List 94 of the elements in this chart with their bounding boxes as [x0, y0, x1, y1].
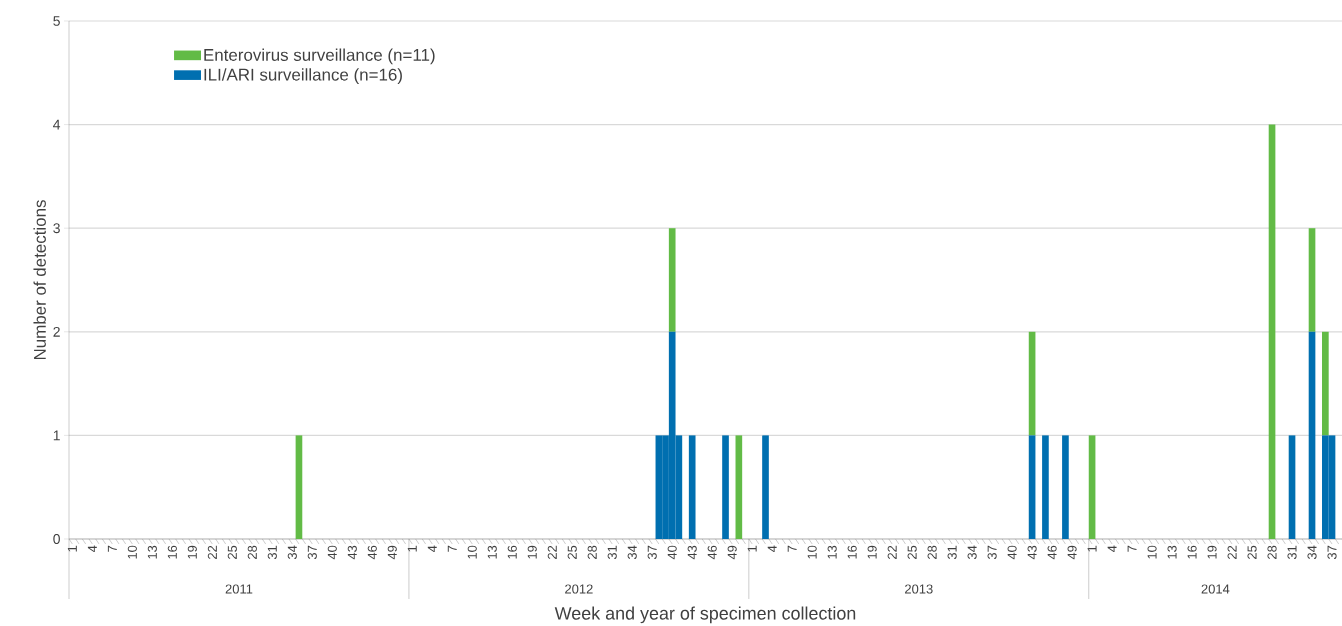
x-tick-label: 31 [267, 545, 277, 560]
bar [295, 435, 303, 539]
x-tick-label: 31 [607, 545, 617, 560]
x-tick-label: 49 [1067, 545, 1077, 560]
x-tick-label: 37 [987, 545, 997, 560]
x-tick-label: 19 [1207, 545, 1217, 559]
text: 2011 [225, 584, 253, 594]
bar [1028, 331, 1036, 436]
x-tick-label: 22 [207, 545, 217, 559]
x-tick-label: 7 [107, 545, 117, 552]
text: 2014 [1201, 584, 1230, 594]
x-tick-label: 28 [927, 545, 937, 559]
bar [722, 435, 729, 539]
x-tick-label: 28 [1267, 545, 1277, 559]
legend-label: ILI/ARI surveillance (n=16) [204, 68, 402, 85]
x-tick-label: 28 [587, 545, 597, 559]
x-tick-label: 7 [1127, 545, 1137, 552]
x-tick-label: 10 [467, 545, 477, 559]
y-tick-label: 5 [53, 16, 60, 26]
x-tick-label: 46 [707, 545, 717, 560]
x-tick-label: 1 [67, 545, 77, 552]
x-tick-label: 13 [487, 545, 497, 559]
x-tick-label: 25 [1247, 545, 1257, 559]
bar [1288, 435, 1296, 539]
text: 2013 [905, 584, 933, 594]
x-tick-label: 16 [167, 545, 177, 559]
x-tick-label: 43 [687, 545, 697, 560]
x-tick-label: 13 [147, 545, 157, 559]
x-tick-label: 28 [247, 545, 257, 559]
bar [1268, 124, 1276, 539]
x-tick-label: 34 [967, 545, 977, 560]
x-tick-label: 19 [187, 545, 197, 559]
x-tick-label: 46 [367, 545, 377, 560]
x-tick-label: 37 [647, 545, 657, 560]
bar [1308, 228, 1316, 332]
x-tick-label: 13 [1167, 545, 1177, 559]
x-tick-label: 49 [387, 545, 397, 560]
x-tick-label: 22 [1227, 545, 1237, 559]
y-tick-label: 0 [53, 534, 60, 544]
x-tick-label: 7 [787, 545, 797, 552]
x-tick-label: 19 [867, 545, 877, 559]
x-tick-label: 4 [1107, 545, 1117, 553]
x-tick-label: 46 [1047, 545, 1057, 560]
bar [1042, 435, 1049, 539]
x-tick-label: 31 [1287, 545, 1297, 560]
x-tick-label: 13 [827, 545, 837, 559]
x-tick-label: 1 [747, 545, 757, 552]
x-tick-label: 10 [1147, 545, 1157, 559]
x-tick-label: 22 [547, 545, 557, 559]
x-tick-label: 49 [727, 545, 737, 560]
bar [1062, 435, 1069, 539]
x-tick-label: 19 [527, 545, 537, 559]
y-tick-label: 2 [53, 326, 60, 337]
x-axis-title: Week and year of specimen collection [554, 606, 856, 624]
x-tick-label: 43 [1027, 545, 1037, 560]
x-tick-label: 22 [887, 545, 897, 559]
x-tick-label: 10 [807, 545, 817, 559]
y-tick-label: 1 [53, 430, 60, 441]
y-tick-label: 3 [53, 223, 60, 234]
x-tick-label: 4 [427, 545, 437, 553]
y-axis-title: Number of detections [33, 200, 46, 360]
x-tick-label: 4 [767, 545, 777, 553]
x-tick-label: 7 [447, 545, 457, 552]
x-tick-label: 31 [947, 545, 957, 560]
text: 2012 [565, 584, 593, 594]
bar [735, 435, 743, 539]
bar [1322, 331, 1329, 436]
legend-label: Enterovirus surveillance (n=11) [204, 48, 435, 65]
bar [1028, 435, 1036, 539]
x-tick-label: 10 [127, 545, 137, 559]
x-tick-label: 25 [227, 545, 237, 559]
x-tick-label: 25 [567, 545, 577, 559]
x-tick-label: 43 [347, 545, 357, 560]
x-tick-label: 1 [1087, 545, 1097, 552]
x-tick-label: 40 [327, 545, 337, 560]
bar [1308, 331, 1316, 539]
x-tick-label: 40 [1007, 545, 1017, 560]
x-tick-label: 1 [407, 545, 417, 552]
x-tick-label: 37 [1327, 545, 1337, 560]
bar [762, 435, 769, 539]
bar [668, 228, 676, 332]
x-tick-label: 34 [627, 545, 637, 560]
x-tick-label: 16 [1187, 545, 1197, 559]
x-tick-label: 34 [287, 545, 297, 560]
x-tick-label: 37 [307, 545, 317, 560]
bar [688, 435, 696, 539]
y-tick-label: 4 [53, 119, 61, 130]
x-tick-label: 16 [507, 545, 517, 559]
bar [1088, 435, 1096, 539]
x-tick-label: 40 [667, 545, 677, 560]
x-tick-label: 34 [1307, 545, 1317, 560]
x-tick-label: 4 [87, 545, 97, 553]
x-tick-label: 16 [847, 545, 857, 559]
x-tick-label: 25 [907, 545, 917, 559]
